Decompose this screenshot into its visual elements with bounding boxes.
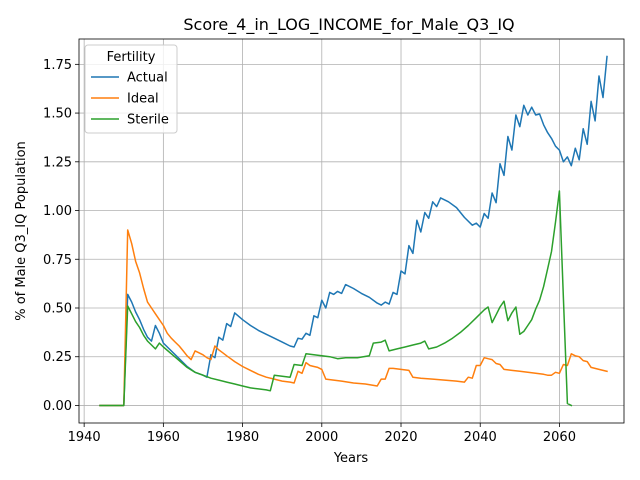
x-tick-label: 1960: [147, 430, 180, 445]
grid-lines: [79, 39, 624, 423]
legend-entries: Actual Ideal Sterile: [91, 71, 169, 128]
x-axis-ticks: 1940 1960 1980 2000 2020 2040 2060: [68, 423, 576, 445]
legend-title: Fertility: [107, 50, 156, 65]
legend: Fertility Actual Ideal Sterile: [84, 44, 178, 134]
y-axis-ticks: 0.00 0.25 0.50 0.75 1.00 1.25 1.50 1.75: [43, 58, 79, 414]
x-axis-label: Years: [333, 451, 369, 466]
series-line-sterile: [99, 190, 573, 407]
x-tick-label: 1980: [226, 430, 259, 445]
x-tick-label: 2020: [384, 430, 417, 445]
legend-label-ideal: Ideal: [127, 92, 159, 107]
series-lines: [99, 55, 608, 407]
legend-box: [84, 44, 178, 134]
y-tick-label: 1.50: [43, 107, 72, 122]
y-tick-label: 0.25: [43, 350, 72, 365]
y-tick-label: 1.25: [43, 155, 72, 170]
legend-label-sterile: Sterile: [127, 113, 169, 128]
chart-title: Score_4_in_LOG_INCOME_for_Male_Q3_IQ: [183, 15, 514, 35]
y-tick-label: 1.75: [43, 58, 72, 73]
x-tick-label: 2040: [464, 430, 497, 445]
y-tick-label: 0.50: [43, 301, 72, 316]
y-tick-label: 1.00: [43, 204, 72, 219]
x-tick-label: 2060: [543, 430, 576, 445]
series-line-ideal: [99, 229, 608, 407]
y-axis-label: % of Male Q3_IQ Population: [14, 141, 29, 321]
plot-frame: [78, 38, 625, 424]
y-tick-label: 0.75: [43, 253, 72, 268]
y-tick-label: 0.00: [43, 399, 72, 414]
x-tick-label: 1940: [68, 430, 101, 445]
legend-label-actual: Actual: [127, 71, 168, 86]
x-tick-label: 2000: [305, 430, 338, 445]
